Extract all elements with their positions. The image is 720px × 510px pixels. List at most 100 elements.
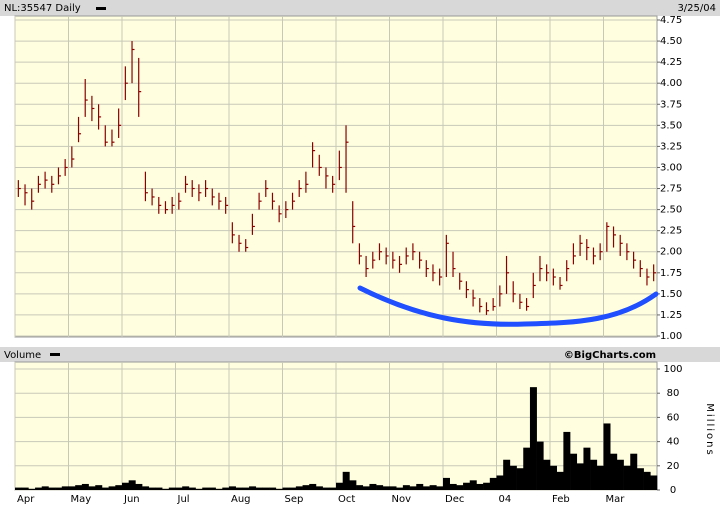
- volume-bar: [81, 483, 89, 490]
- volume-bar: [269, 487, 277, 490]
- volume-bar: [483, 482, 491, 490]
- volume-bar: [21, 487, 29, 490]
- x-tick-label: Jul: [177, 494, 190, 505]
- volume-bar: [376, 485, 384, 490]
- volume-bar: [48, 487, 56, 490]
- volume-bar: [523, 447, 531, 490]
- volume-bar: [255, 487, 263, 490]
- volume-bar: [68, 486, 76, 490]
- x-tick-label: Apr: [17, 494, 35, 505]
- y-tick-label: 4.25: [660, 57, 682, 68]
- y-tick-label: 0: [670, 485, 676, 496]
- volume-bar: [349, 480, 357, 490]
- volume-bar: [168, 487, 176, 490]
- volume-bar: [101, 487, 109, 490]
- volume-bar: [295, 486, 303, 490]
- volume-bar: [570, 453, 578, 490]
- volume-bar: [208, 487, 216, 490]
- x-tick-label: May: [71, 494, 92, 505]
- x-tick-label: Jun: [123, 494, 140, 505]
- volume-bar: [342, 471, 350, 490]
- y-tick-label: 2.50: [660, 205, 682, 216]
- volume-bar: [262, 487, 270, 490]
- volume-bar: [35, 487, 43, 490]
- volume-bar: [135, 483, 143, 490]
- volume-bar: [61, 486, 69, 490]
- volume-bar: [369, 483, 377, 490]
- volume-bar: [436, 486, 444, 490]
- volume-bar: [443, 477, 450, 490]
- x-tick-label: Mar: [606, 494, 626, 505]
- y-tick-label: 1.25: [660, 310, 682, 321]
- volume-bar: [142, 486, 150, 490]
- y-tick-label: 1.00: [660, 331, 682, 342]
- volume-bar: [429, 485, 437, 490]
- y-tick-label: 1.75: [660, 268, 682, 279]
- volume-bar: [596, 465, 604, 490]
- volume-bar: [550, 465, 557, 490]
- volume-bar: [41, 486, 49, 490]
- y-tick-label: 40: [667, 437, 680, 448]
- price-header: [0, 0, 720, 16]
- volume-bar: [449, 483, 457, 490]
- price-title: NL:35547 Daily: [4, 3, 81, 14]
- volume-bar: [275, 488, 283, 490]
- y-tick-label: 3.00: [660, 162, 682, 173]
- y-tick-label: 60: [667, 412, 680, 423]
- volume-bar: [362, 486, 370, 490]
- volume-bar: [643, 471, 651, 490]
- y-tick-label: 3.25: [660, 141, 682, 152]
- volume-header: [0, 347, 720, 362]
- volume-bar: [416, 483, 424, 490]
- volume-bar: [610, 453, 618, 490]
- y-tick-label: 4.00: [660, 78, 682, 89]
- volume-bar: [529, 387, 537, 490]
- y-tick-label: 20: [667, 461, 680, 472]
- volume-bar: [623, 465, 631, 490]
- volume-bar: [188, 487, 196, 490]
- volume-bar: [590, 459, 598, 490]
- volume-bar: [315, 486, 323, 490]
- y-tick-label: 100: [663, 364, 682, 375]
- volume-bar: [563, 431, 571, 490]
- volume-bar: [28, 488, 36, 490]
- volume-bar: [235, 487, 243, 490]
- volume-bar: [195, 488, 203, 490]
- volume-bar: [402, 485, 410, 490]
- volume-bar: [182, 486, 190, 490]
- volume-bar: [282, 487, 290, 490]
- y-tick-label: 4.50: [660, 36, 682, 47]
- marks: Apr May Jun Jul Aug Sep Oct Nov Dec 04 Feb Mar 1.00 1…: [14, 15, 683, 505]
- y-tick-label: 3.50: [660, 120, 682, 131]
- volume-bar: [336, 482, 343, 490]
- volume-bar: [422, 486, 430, 490]
- volume-bar: [489, 477, 497, 490]
- volume-bar: [409, 486, 417, 490]
- volume-bar: [88, 486, 96, 490]
- volume-bar: [583, 447, 591, 490]
- volume-bar: [148, 487, 156, 490]
- volume-bar: [155, 487, 163, 490]
- y-axis-label: Millions: [704, 403, 715, 456]
- volume-bar: [382, 486, 390, 490]
- volume-bar: [536, 441, 544, 490]
- volume-bar: [115, 485, 123, 490]
- volume-bar: [175, 487, 183, 490]
- volume-bar: [122, 482, 129, 490]
- y-tick-label: 2.00: [660, 247, 682, 258]
- x-tick-label: 04: [499, 494, 512, 505]
- volume-bar: [356, 485, 364, 490]
- x-tick-label: Oct: [338, 494, 355, 505]
- volume-bar: [389, 486, 397, 490]
- volume-bar: [576, 463, 584, 490]
- volume-bar: [302, 485, 310, 490]
- legend-dash: [96, 7, 106, 10]
- x-tick-label: Aug: [231, 494, 251, 505]
- volume-bar: [55, 487, 63, 490]
- volume-bar: [249, 486, 257, 490]
- volume-bar: [636, 468, 644, 490]
- volume-title: Volume: [4, 350, 41, 361]
- volume-bar: [75, 485, 83, 490]
- y-tick-label: 2.25: [660, 226, 682, 237]
